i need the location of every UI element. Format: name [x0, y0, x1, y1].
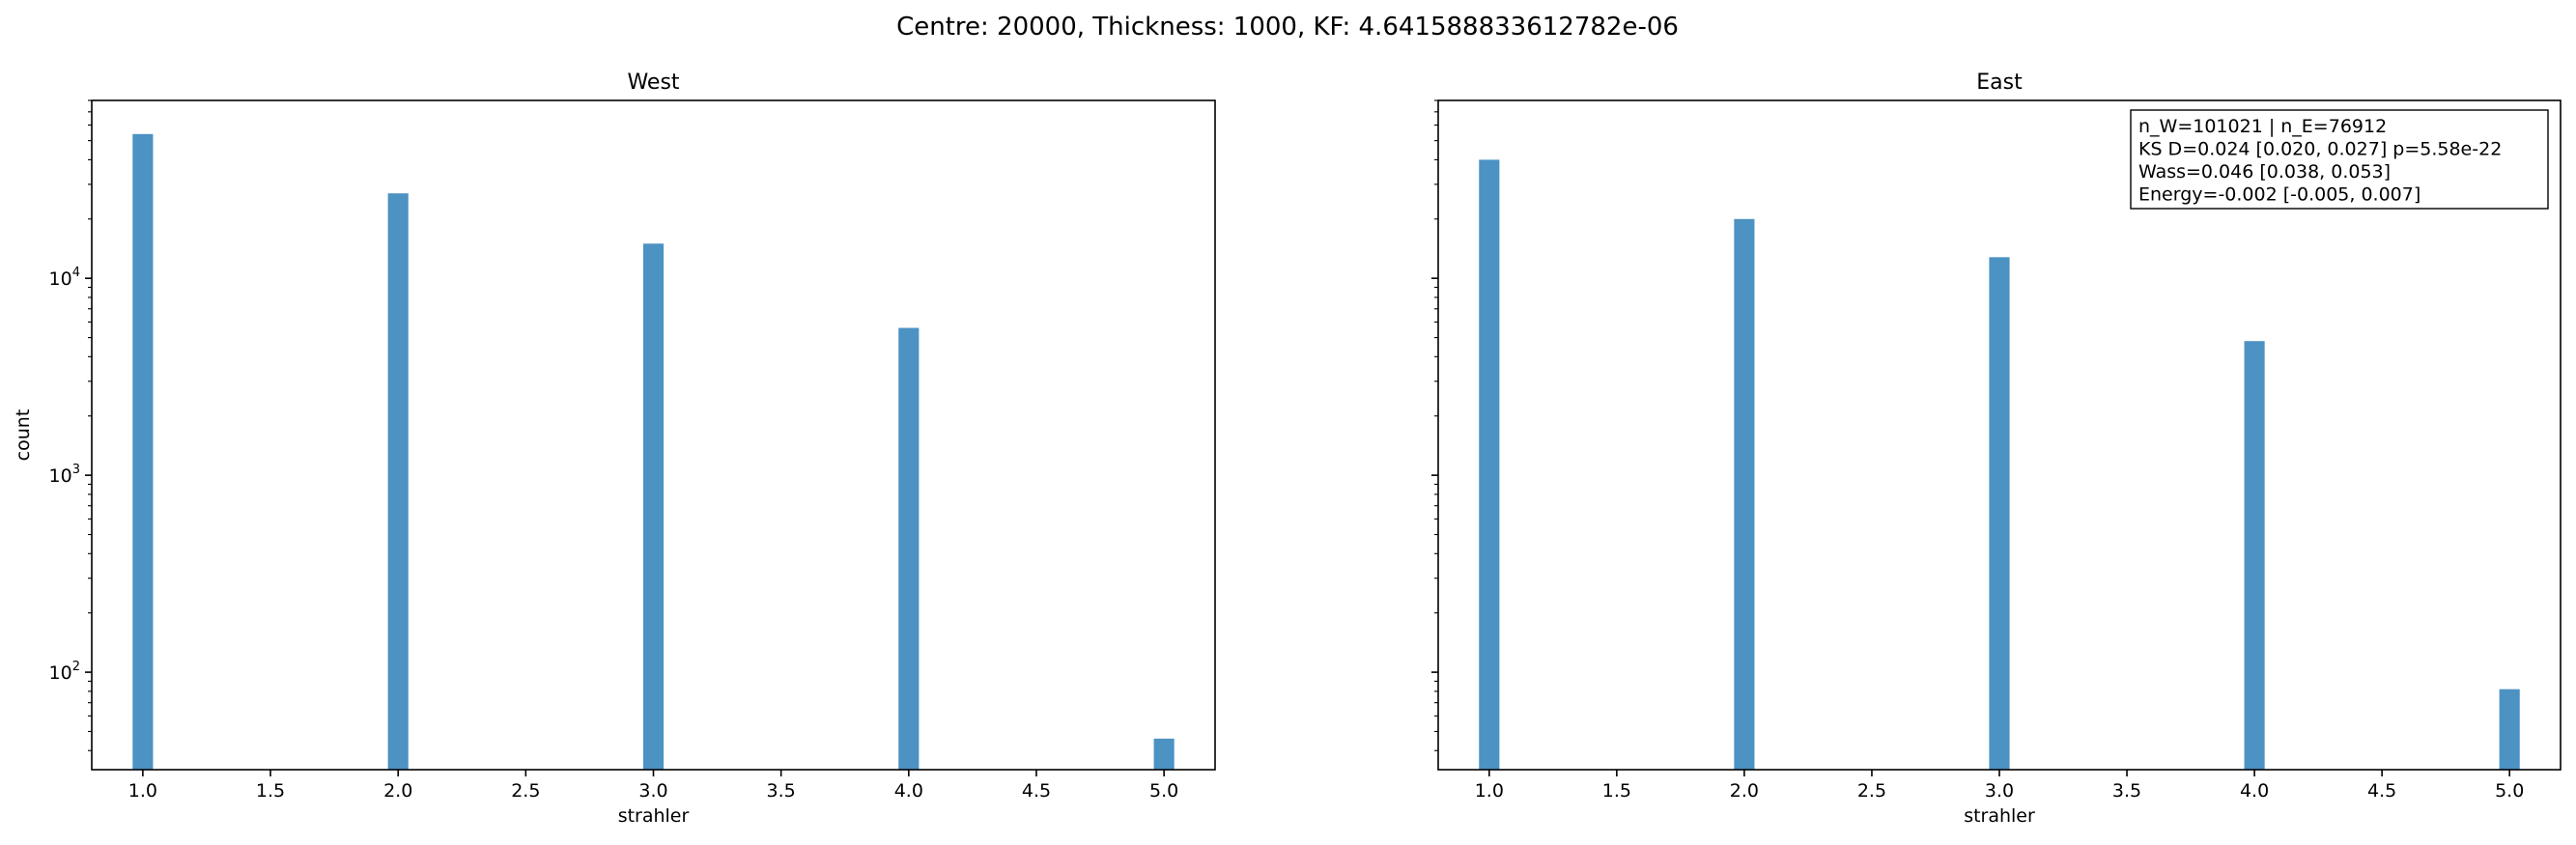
x-tick-label: 3.0	[1985, 780, 2014, 802]
x-tick-label: 2.5	[511, 780, 540, 802]
x-axis-label: strahler	[1964, 805, 2035, 827]
bar-west-4	[898, 327, 920, 770]
x-tick-label: 2.0	[383, 780, 412, 802]
figure-suptitle: Centre: 20000, Thickness: 1000, KF: 4.64…	[896, 13, 1679, 42]
bar-west-1	[132, 133, 154, 771]
bar-east-5	[2499, 689, 2520, 770]
x-tick-label: 3.0	[638, 780, 667, 802]
x-tick-label: 1.5	[256, 780, 285, 802]
x-tick-label: 1.0	[128, 780, 157, 802]
stats-annotation-line: Wass=0.046 [0.038, 0.053]	[2138, 161, 2391, 183]
x-tick-label: 3.5	[767, 780, 796, 802]
bar-east-1	[1479, 159, 1500, 771]
bar-west-5	[1153, 738, 1175, 770]
bar-east-3	[1989, 257, 2010, 771]
y-tick-label: 104	[49, 266, 80, 290]
x-tick-label: 4.0	[894, 780, 923, 802]
bar-east-4	[2244, 341, 2265, 770]
y-tick-label: 102	[49, 660, 80, 684]
x-tick-label: 5.0	[1149, 780, 1178, 802]
stats-annotation-line: Energy=-0.002 [-0.005, 0.007]	[2138, 184, 2420, 206]
y-axis-label: count	[13, 409, 34, 462]
x-tick-label: 4.0	[2240, 780, 2269, 802]
x-tick-label: 4.5	[1022, 780, 1051, 802]
bar-west-2	[387, 193, 409, 770]
axes-0: 1.0 1.5 2.0 2.5 3.0 3.5 4.0 4.5 5.0 102 103 104 West…	[13, 70, 1216, 827]
stats-annotation-line: KS D=0.024 [0.020, 0.027] p=5.58e-22	[2138, 139, 2502, 160]
axes-title: East	[1976, 70, 2023, 95]
bar-east-2	[1734, 218, 1755, 770]
stats-annotation-line: n_W=101021 | n_E=76912	[2138, 116, 2387, 137]
axes-title: West	[627, 70, 679, 95]
x-tick-label: 1.0	[1475, 780, 1504, 802]
x-tick-label: 1.5	[1602, 780, 1631, 802]
stats-annotation-box	[2130, 109, 2549, 210]
x-tick-label: 2.0	[1730, 780, 1759, 802]
x-tick-label: 2.5	[1857, 780, 1886, 802]
x-tick-label: 5.0	[2495, 780, 2524, 802]
bar-west-3	[642, 243, 665, 770]
x-axis-label: strahler	[618, 805, 690, 827]
axes-container: 1.0 1.5 2.0 2.5 3.0 3.5 4.0 4.5 5.0 102 103 104 West…	[13, 70, 2562, 827]
axes-1: 1.0 1.5 2.0 2.5 3.0 3.5 4.0 4.5 5.0 East strahler n…	[1431, 70, 2562, 827]
x-tick-label: 4.5	[2367, 780, 2396, 802]
y-tick-label: 103	[49, 463, 80, 487]
x-tick-label: 3.5	[2112, 780, 2141, 802]
